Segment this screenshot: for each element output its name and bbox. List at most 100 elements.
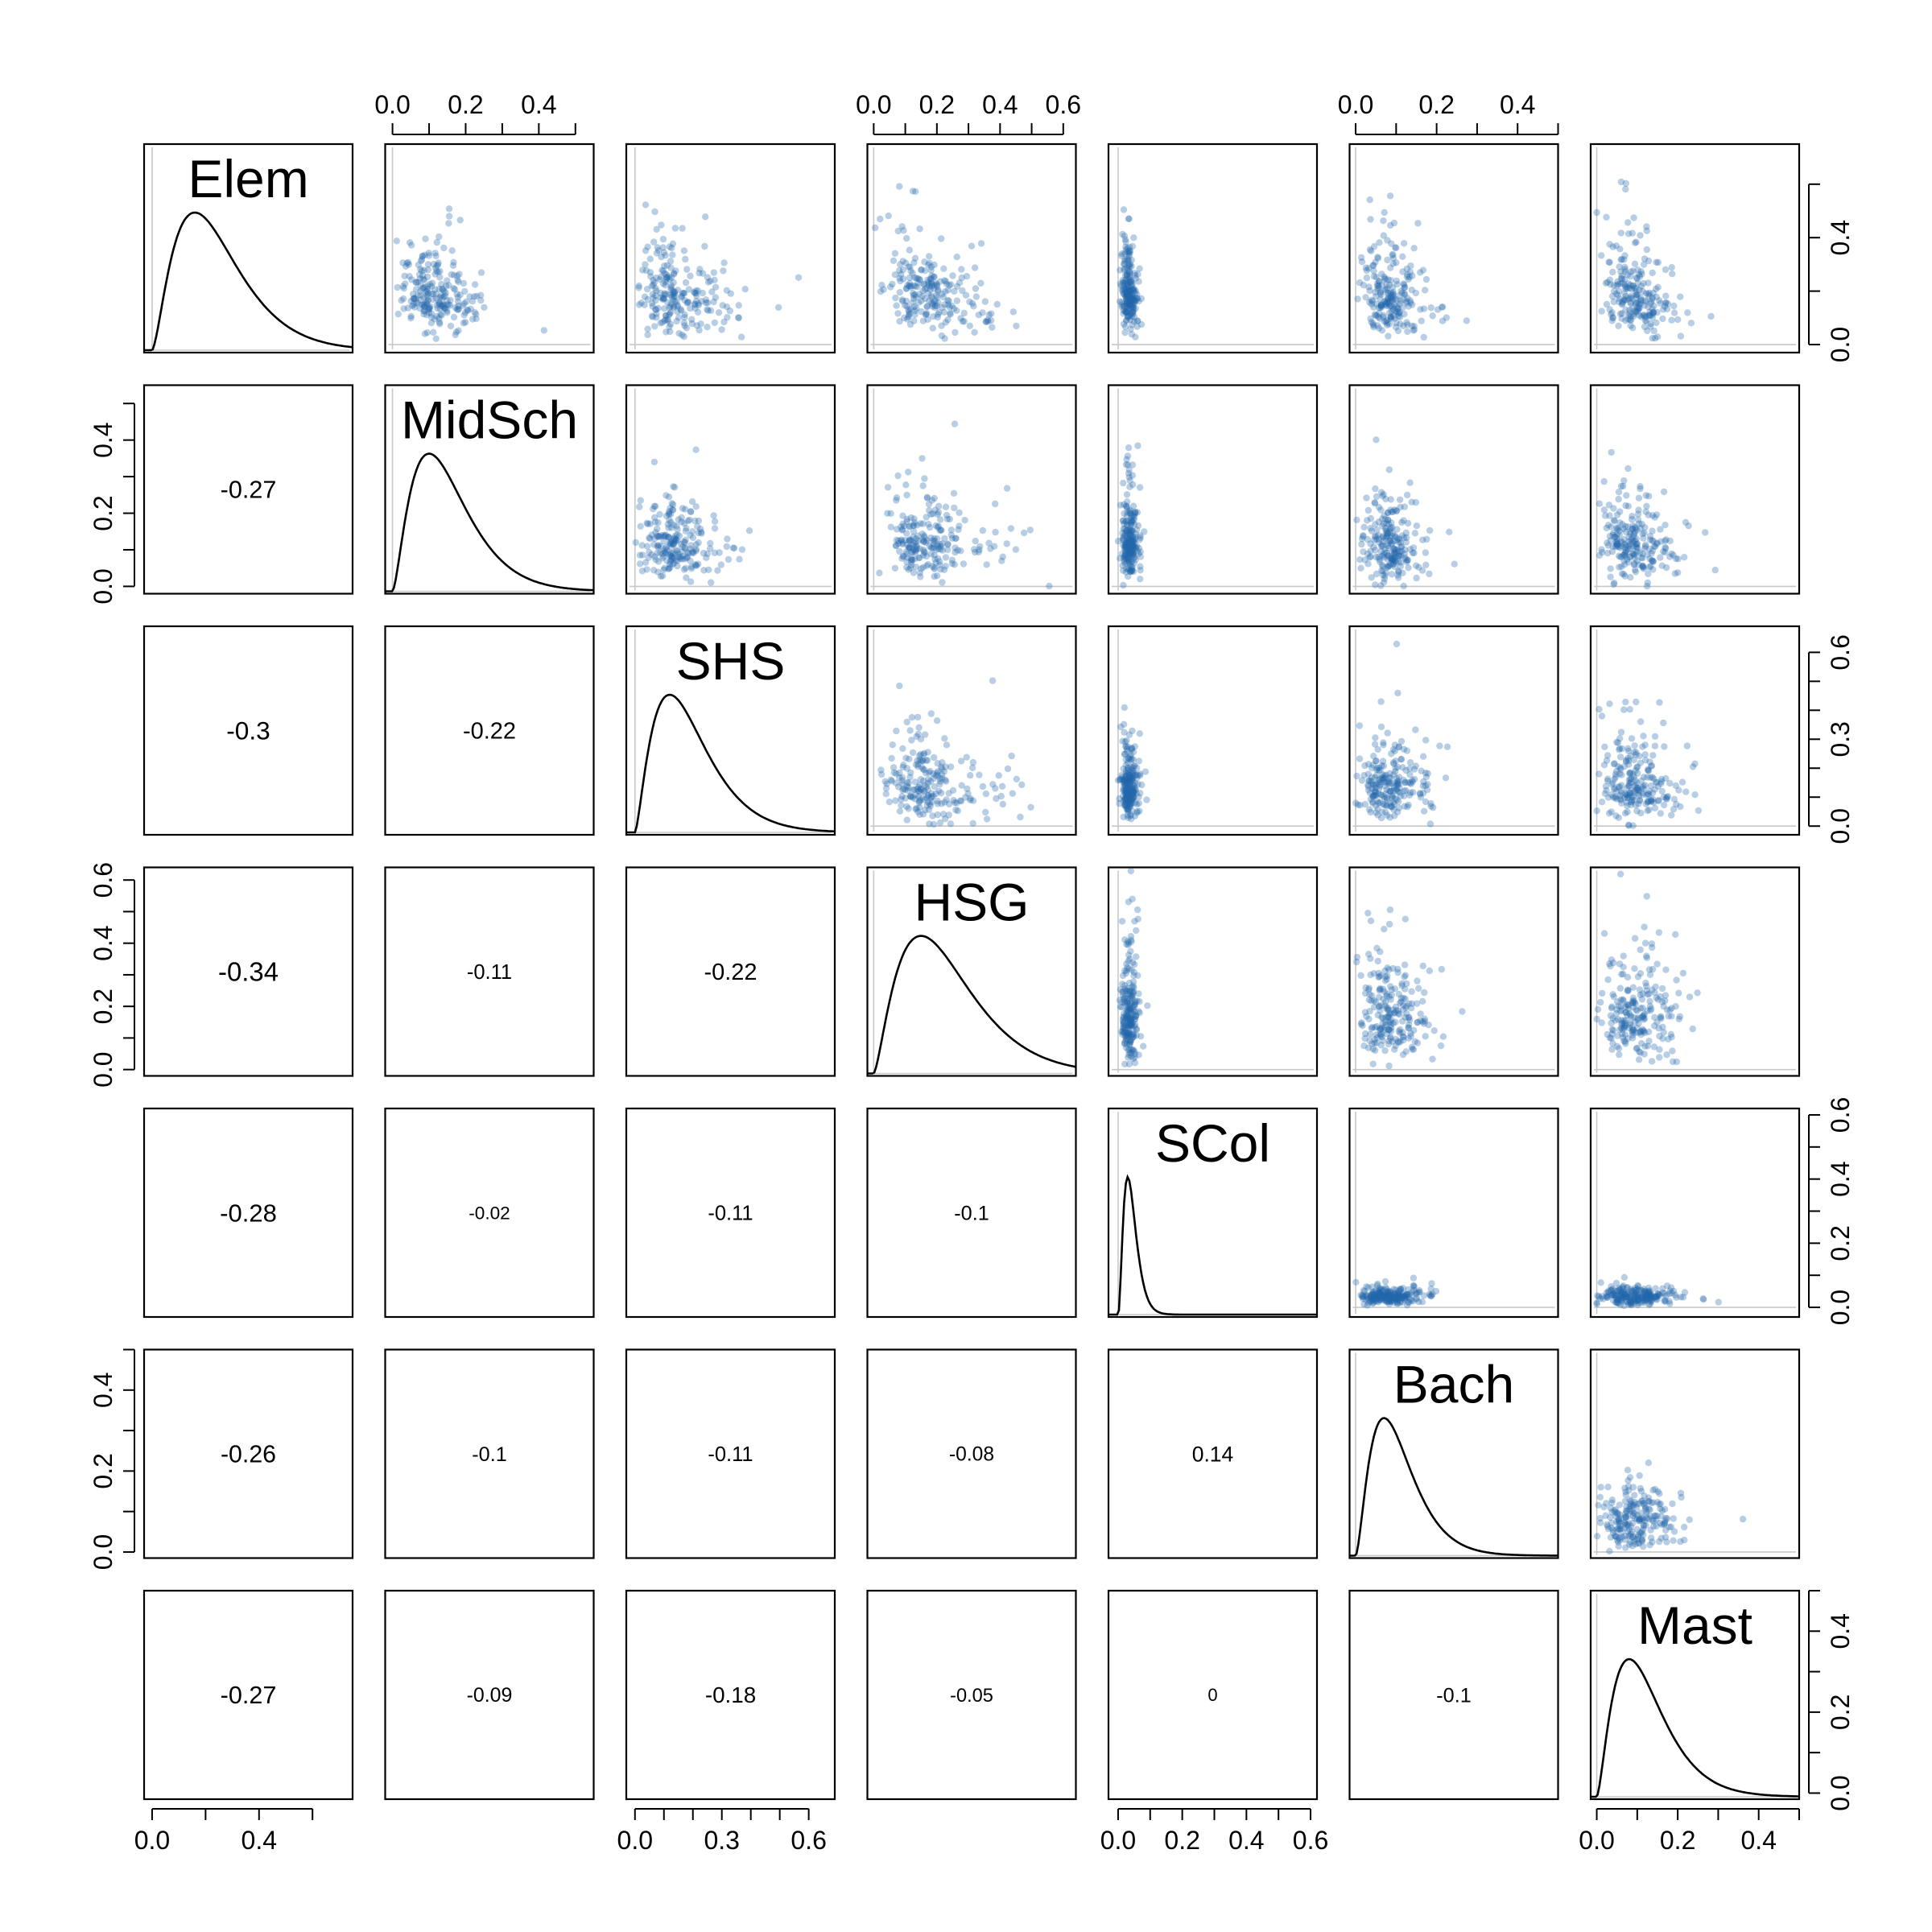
scatter-point: [428, 290, 436, 298]
scatter-point: [1389, 303, 1396, 311]
scatter-point: [911, 283, 919, 290]
scatter-point: [886, 799, 894, 806]
scatter-point: [924, 786, 931, 793]
scatter-point: [1621, 561, 1629, 568]
scatter-point: [1137, 790, 1144, 797]
scatter-point: [1647, 1292, 1655, 1299]
scatter-point: [1629, 513, 1636, 520]
panel-frame: [1107, 142, 1319, 354]
scatter-point: [1624, 219, 1632, 226]
scatter-point: [1419, 962, 1426, 970]
scatter-point: [668, 294, 675, 301]
scatter-point: [905, 544, 912, 551]
scatter-point: [1118, 918, 1126, 925]
scatter-point: [1405, 303, 1412, 310]
scatter-point: [668, 500, 675, 507]
scatter-point: [1124, 290, 1131, 298]
scatter-point: [1634, 540, 1641, 547]
scatter-point: [1624, 1467, 1632, 1474]
scatter-point: [925, 501, 933, 508]
scatter-point: [1124, 1005, 1131, 1012]
scatter-point: [1122, 540, 1129, 548]
scatter-point: [925, 806, 933, 814]
scatter-point: [1653, 511, 1661, 518]
scatter-point: [1409, 272, 1416, 279]
scatter-point: [1620, 1037, 1628, 1045]
scatter-point: [919, 482, 927, 489]
scatter-point: [1379, 493, 1386, 500]
scatter-point: [729, 544, 737, 551]
scatter-point: [660, 249, 668, 256]
scatter-point: [923, 514, 930, 521]
scatter-point: [932, 772, 939, 779]
scatter-point: [1621, 266, 1629, 273]
scatter-point: [1429, 1055, 1436, 1063]
scatter-point: [1130, 782, 1138, 789]
scatter-point: [1689, 763, 1697, 770]
scatter-point: [906, 727, 914, 734]
scatter-point: [1128, 303, 1136, 311]
scatter-point: [1378, 567, 1385, 574]
scatter-point: [1130, 788, 1137, 795]
scatter-point: [920, 281, 928, 288]
scatter-point: [423, 285, 431, 293]
scatter-point: [1381, 525, 1389, 532]
scatter-point: [911, 291, 919, 299]
scatter-point: [1611, 517, 1618, 525]
scatter-point: [658, 319, 667, 326]
scatter-point: [941, 735, 948, 742]
scatter-point: [1639, 287, 1646, 295]
scatter-point: [1364, 550, 1372, 558]
scatter-point: [1397, 503, 1404, 511]
scatter-point: [1660, 548, 1667, 555]
scatter-point: [1414, 1039, 1422, 1046]
scatter-point: [907, 769, 914, 777]
scatter-point: [947, 281, 955, 288]
scatter-point: [940, 768, 947, 775]
scatter-point: [1121, 551, 1129, 559]
scatter-point: [427, 283, 436, 290]
scatter-point: [1406, 789, 1414, 796]
scatter-point: [1121, 547, 1129, 555]
scatter-point: [1654, 283, 1662, 291]
scatter-point: [1669, 1500, 1676, 1508]
scatter-point: [679, 290, 687, 297]
scatter-point: [1642, 290, 1650, 297]
scatter-point: [1121, 271, 1129, 279]
scatter-point: [1651, 1013, 1658, 1022]
scatter-point: [1393, 507, 1400, 515]
variable-label: Mast: [1637, 1596, 1752, 1655]
scatter-point: [942, 554, 950, 561]
scatter-point: [711, 319, 718, 327]
scatter-point: [939, 579, 946, 586]
scatter-point: [1375, 531, 1382, 539]
scatter-point: [931, 273, 938, 281]
scatter-point: [1381, 298, 1388, 305]
scatter-point: [1670, 551, 1677, 559]
scatter-point: [439, 294, 446, 301]
scatter-point: [1620, 535, 1628, 543]
scatter-point: [1121, 776, 1129, 784]
scatter-point: [899, 553, 906, 560]
scatter-point: [1677, 1489, 1685, 1496]
scatter-point: [888, 778, 895, 785]
scatter-point: [907, 514, 914, 522]
scatter-point: [1129, 543, 1136, 550]
scatter-point: [1429, 312, 1436, 320]
scatter-point: [1624, 1002, 1632, 1009]
scatter-point: [1412, 726, 1419, 733]
scatter-point: [1126, 795, 1134, 803]
panel-bach-mast: [1589, 1348, 1801, 1559]
scatter-point: [931, 782, 938, 791]
tick-label: 0.0: [1826, 1290, 1855, 1325]
scatter-point: [1613, 511, 1621, 518]
scatter-point: [1384, 729, 1391, 737]
scatter-point: [1120, 567, 1127, 574]
scatter-point: [1620, 706, 1628, 713]
scatter-point: [916, 276, 923, 284]
scatter-point: [1404, 556, 1411, 564]
scatter-point: [660, 566, 667, 573]
scatter-point: [1666, 779, 1674, 787]
scatter-point: [653, 225, 660, 233]
scatter-point: [425, 250, 432, 257]
